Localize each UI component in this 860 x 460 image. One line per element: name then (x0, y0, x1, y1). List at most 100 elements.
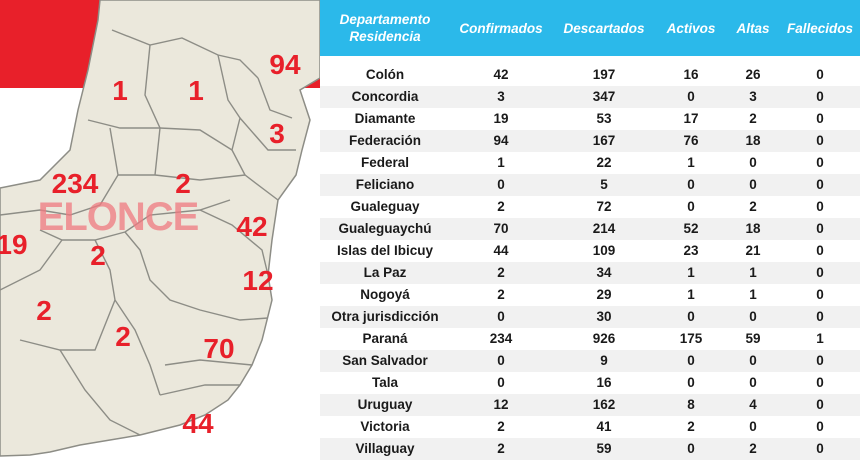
map-number-feliciano: 1 (112, 75, 128, 106)
cell-departamento: Concordia (351, 89, 419, 104)
cell-fallecidos: 0 (816, 397, 824, 412)
cell-fallecidos: 0 (816, 309, 824, 324)
cell-altas: 18 (745, 133, 761, 148)
cell-fallecidos: 0 (816, 177, 824, 192)
cell-departamento: San Salvador (342, 353, 428, 368)
cell-altas: 0 (749, 419, 757, 434)
cell-departamento: Federación (348, 133, 422, 148)
cell-activos: 175 (679, 331, 703, 346)
cell-fallecidos: 0 (816, 287, 824, 302)
cell-descartados: 347 (592, 89, 616, 104)
map-svg: 1 1 94 3 234 2 ELONCE 42 19 2 12 2 2 70 … (0, 0, 320, 457)
header-activos: Activos (666, 20, 716, 36)
cell-fallecidos: 0 (816, 243, 824, 258)
cell-altas: 2 (749, 441, 757, 456)
cell-fallecidos: 0 (816, 419, 824, 434)
cell-confirmados: 2 (497, 441, 505, 456)
header-departamento-line1: Departamento (339, 12, 431, 27)
cell-departamento: Colón (365, 67, 405, 82)
map-number-federacion: 94 (269, 49, 301, 80)
table-row: Colón 42 197 16 26 0 (320, 64, 860, 86)
table-row: Nogoyá 2 29 1 1 0 (320, 284, 860, 306)
cell-fallecidos: 0 (816, 441, 824, 456)
table-row: Tala 0 16 0 0 0 (320, 372, 860, 394)
cell-confirmados: 0 (497, 309, 505, 324)
cell-fallecidos: 0 (816, 111, 824, 126)
elonce-watermark: ELONCE (38, 195, 199, 239)
cell-altas: 18 (745, 221, 761, 236)
cell-fallecidos: 0 (816, 375, 824, 390)
cell-activos: 0 (687, 353, 695, 368)
cell-altas: 0 (749, 177, 757, 192)
cell-departamento: Gualeguay (350, 199, 420, 214)
map-number-villaguay: 2 (90, 240, 106, 271)
table-row: Victoria 2 41 2 0 0 (320, 416, 860, 438)
cell-activos: 0 (687, 375, 695, 390)
cell-descartados: 109 (592, 243, 616, 258)
cell-departamento: Otra jurisdicción (331, 309, 439, 324)
cell-departamento: La Paz (363, 265, 407, 280)
header-descartados: Descartados (563, 20, 645, 36)
map-number-uruguay: 12 (242, 265, 273, 296)
cell-confirmados: 3 (497, 89, 505, 104)
map-number-gualeguaychu: 70 (203, 333, 234, 364)
cell-descartados: 197 (592, 67, 616, 82)
cell-fallecidos: 0 (816, 199, 824, 214)
table-row: Gualeguay 2 72 0 2 0 (320, 196, 860, 218)
table-row: Islas del Ibicuy 44 109 23 21 0 (320, 240, 860, 262)
cell-descartados: 9 (600, 353, 608, 368)
cell-descartados: 16 (596, 375, 612, 390)
header-fallecidos: Fallecidos (786, 20, 854, 36)
cell-descartados: 926 (592, 331, 616, 346)
cell-fallecidos: 1 (816, 331, 824, 346)
cell-departamento: Diamante (354, 111, 416, 126)
table-row: La Paz 2 34 1 1 0 (320, 262, 860, 284)
province-map: 1 1 94 3 234 2 ELONCE 42 19 2 12 2 2 70 … (0, 0, 320, 460)
cell-activos: 1 (687, 155, 695, 170)
cell-confirmados: 94 (493, 133, 509, 148)
cell-departamento: Nogoyá (360, 287, 410, 302)
cell-descartados: 53 (596, 111, 612, 126)
cell-activos: 0 (687, 309, 695, 324)
cell-confirmados: 70 (493, 221, 509, 236)
cell-activos: 16 (683, 67, 699, 82)
cell-confirmados: 44 (493, 243, 509, 258)
cell-altas: 4 (749, 397, 757, 412)
cell-altas: 3 (749, 89, 757, 104)
cell-confirmados: 19 (493, 111, 509, 126)
cell-descartados: 5 (600, 177, 608, 192)
cell-activos: 23 (683, 243, 699, 258)
map-number-federal: 1 (188, 75, 204, 106)
table-row: Villaguay 2 59 0 2 0 (320, 438, 860, 460)
cell-confirmados: 0 (497, 375, 505, 390)
cell-activos: 0 (687, 441, 695, 456)
map-number-diamante: 19 (0, 229, 28, 260)
cell-confirmados: 2 (497, 265, 505, 280)
cell-confirmados: 42 (493, 67, 509, 82)
cell-altas: 59 (745, 331, 761, 346)
map-number-villaguay-north: 2 (175, 168, 191, 199)
cell-altas: 0 (749, 375, 757, 390)
cell-confirmados: 0 (497, 353, 505, 368)
cell-confirmados: 2 (497, 199, 505, 214)
table-row: Uruguay 12 162 8 4 0 (320, 394, 860, 416)
cell-confirmados: 1 (497, 155, 505, 170)
cell-altas: 0 (749, 155, 757, 170)
cell-descartados: 22 (596, 155, 612, 170)
cell-confirmados: 12 (493, 397, 509, 412)
cell-altas: 1 (749, 265, 757, 280)
cases-table: Departamento Residencia Confirmados Desc… (320, 0, 860, 460)
cell-activos: 76 (683, 133, 699, 148)
cell-activos: 1 (687, 287, 695, 302)
cell-departamento: Federal (360, 155, 410, 170)
cell-activos: 52 (683, 221, 699, 236)
cell-activos: 1 (687, 265, 695, 280)
cell-departamento: Feliciano (355, 177, 415, 192)
cell-fallecidos: 0 (816, 221, 824, 236)
table-row: Federal 1 22 1 0 0 (320, 152, 860, 174)
cell-activos: 8 (687, 397, 695, 412)
cell-descartados: 167 (592, 133, 616, 148)
cell-departamento: Uruguay (357, 397, 413, 412)
cell-departamento: Villaguay (355, 441, 415, 456)
header-departamento: Departamento Residencia (320, 0, 450, 56)
